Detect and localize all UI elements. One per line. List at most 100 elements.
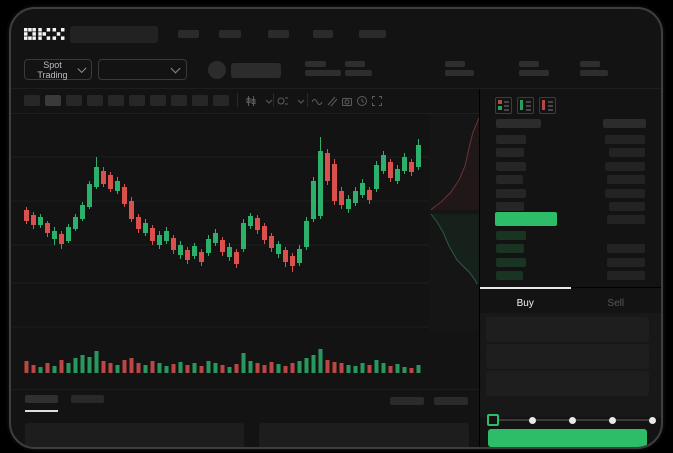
volume-bar — [122, 360, 127, 373]
pair-name-placeholder — [231, 63, 281, 78]
volume-bar — [87, 357, 92, 373]
chevron-down-icon[interactable] — [263, 94, 275, 106]
stat-label-placeholder — [580, 61, 600, 67]
indicators-icon[interactable] — [277, 94, 289, 106]
order-form — [480, 313, 661, 417]
volume-bar — [101, 361, 106, 373]
orderbook-asks-icon[interactable] — [539, 97, 556, 114]
slider-stop[interactable] — [608, 416, 616, 424]
candle — [59, 234, 64, 244]
price-input[interactable] — [486, 317, 649, 342]
last-price-row[interactable] — [480, 212, 661, 227]
volume-bar — [374, 360, 379, 373]
candle — [115, 181, 120, 191]
candle — [129, 201, 134, 219]
orderbook-ask-row[interactable] — [480, 175, 661, 186]
timeframe-block[interactable] — [171, 95, 187, 106]
draw-icon[interactable] — [326, 94, 338, 107]
icon-bid-mark — [520, 100, 523, 110]
bottom-tab[interactable] — [25, 395, 58, 403]
timeframe-block[interactable] — [87, 95, 103, 106]
buy-submit-button[interactable] — [488, 429, 647, 447]
icon-line — [548, 109, 553, 111]
total-input[interactable] — [486, 371, 649, 396]
fullscreen-icon[interactable] — [371, 94, 383, 106]
nav-item-placeholder[interactable] — [178, 30, 199, 38]
timeframe-block[interactable] — [45, 95, 61, 106]
nav-item-placeholder[interactable] — [313, 30, 333, 38]
orderbook-combined-icon[interactable] — [495, 97, 512, 114]
candle — [94, 167, 99, 187]
chevron-down-icon[interactable] — [295, 94, 307, 106]
camera-icon[interactable] — [341, 94, 353, 106]
candle — [171, 238, 176, 250]
volume-bar — [31, 365, 36, 373]
candle — [52, 231, 57, 239]
orderbook-panel — [480, 89, 661, 287]
orderbook-ask-row[interactable] — [480, 161, 661, 173]
orderbook-bid-row[interactable] — [480, 271, 661, 282]
bottom-panel — [11, 377, 479, 447]
candle — [360, 183, 365, 195]
timeframe-block[interactable] — [213, 95, 229, 106]
nav-item-placeholder[interactable] — [219, 30, 241, 38]
pair-selector-dropdown[interactable] — [98, 59, 187, 80]
orderbook-ask-row[interactable] — [480, 148, 661, 159]
volume-bar — [136, 363, 141, 373]
candle — [38, 217, 43, 225]
volume-bar — [367, 365, 372, 373]
timeframe-block[interactable] — [192, 95, 208, 106]
volume-bar — [276, 364, 281, 373]
orderbook-ask-row[interactable] — [480, 188, 661, 200]
bottom-link-placeholder[interactable] — [390, 397, 424, 405]
candle — [318, 151, 323, 216]
candle — [178, 245, 183, 255]
orderbook-ask-row[interactable] — [480, 135, 661, 146]
amount-input[interactable] — [486, 344, 649, 369]
history-icon[interactable] — [356, 94, 368, 106]
volume-bar — [395, 364, 400, 373]
bottom-tab[interactable] — [71, 395, 104, 403]
line-style-icon[interactable] — [311, 94, 323, 106]
orderbook-bid-row[interactable] — [480, 244, 661, 255]
ask-price-placeholder — [496, 148, 524, 158]
candle — [402, 157, 407, 171]
amount-slider[interactable] — [487, 413, 656, 427]
timeframe-block[interactable] — [66, 95, 82, 106]
timeframe-block[interactable] — [24, 95, 40, 106]
candlestick-chart[interactable] — [11, 114, 429, 377]
orderbook-bid-row[interactable] — [480, 231, 661, 242]
top-nav — [11, 9, 661, 51]
stat-label-placeholder — [519, 61, 539, 67]
bottom-link-placeholder[interactable] — [434, 397, 468, 405]
bid-amount-placeholder — [607, 244, 645, 254]
timeframe-block[interactable] — [150, 95, 166, 106]
orderbook-bids-icon[interactable] — [517, 97, 534, 114]
candlestick-type-icon[interactable] — [245, 94, 257, 106]
orderbook-ask-row[interactable] — [480, 202, 661, 213]
nav-item-placeholder[interactable] — [268, 30, 289, 38]
volume-bar — [171, 364, 176, 373]
slider-stop[interactable] — [568, 416, 576, 424]
slider-stop[interactable] — [648, 416, 656, 424]
market-type-selector[interactable]: Spot Trading — [24, 59, 92, 80]
slider-handle[interactable] — [487, 414, 499, 426]
tab-buy[interactable]: Buy — [480, 287, 571, 318]
timeframe-block[interactable] — [129, 95, 145, 106]
candle — [150, 228, 155, 241]
candle — [227, 247, 232, 257]
ask-price-placeholder — [496, 188, 526, 198]
okx-logo-icon[interactable] — [24, 28, 66, 42]
bottom-tab-indicator — [25, 410, 58, 412]
slider-stop[interactable] — [528, 416, 536, 424]
volume-bar — [262, 365, 267, 373]
tab-sell[interactable]: Sell — [571, 288, 662, 318]
candle — [185, 250, 190, 260]
timeframe-block[interactable] — [108, 95, 124, 106]
orderbook-bid-row[interactable] — [480, 257, 661, 269]
nav-item-placeholder[interactable] — [359, 30, 386, 38]
stat-label-placeholder — [345, 61, 365, 67]
volume-bar — [353, 366, 358, 373]
volume-bar — [318, 349, 323, 373]
bid-price-placeholder — [496, 257, 526, 267]
